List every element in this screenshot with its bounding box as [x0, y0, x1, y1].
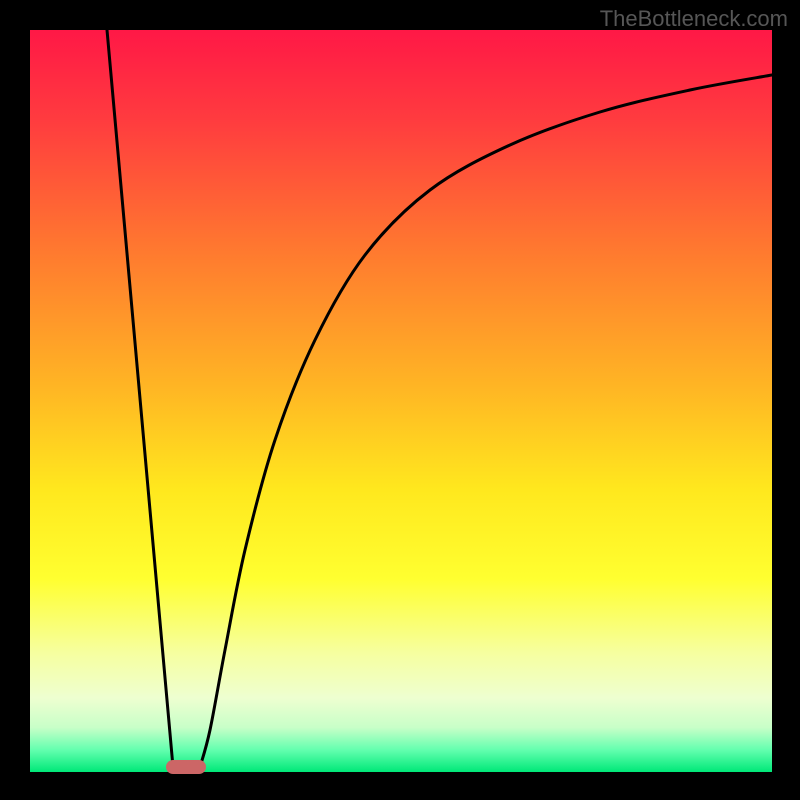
- chart-container: TheBottleneck.com: [0, 0, 800, 800]
- min-marker: [166, 760, 206, 774]
- curves-layer: [30, 30, 772, 772]
- plot-area: [30, 30, 772, 772]
- watermark-text: TheBottleneck.com: [600, 6, 788, 32]
